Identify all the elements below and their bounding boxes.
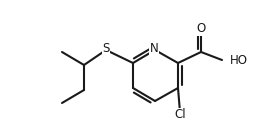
Text: O: O <box>196 22 206 35</box>
Text: N: N <box>150 42 158 55</box>
Text: S: S <box>102 42 110 55</box>
Text: Cl: Cl <box>174 109 186 121</box>
Text: HO: HO <box>230 53 248 67</box>
